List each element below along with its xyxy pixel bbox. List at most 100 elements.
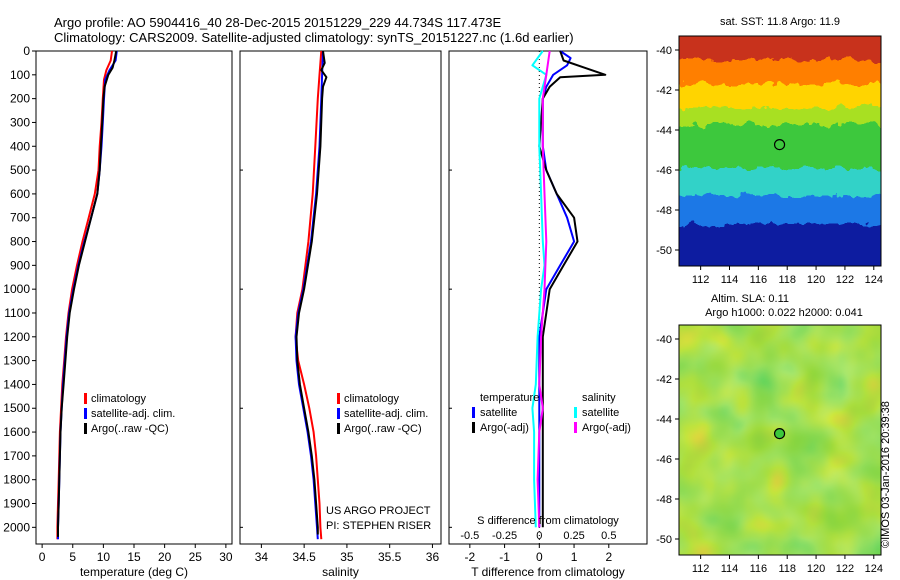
series-line-3 [536, 50, 551, 528]
x-tick-label: 114 [721, 563, 739, 575]
y-tick-label: -50 [656, 245, 672, 257]
x-tick-label: 118 [778, 563, 796, 575]
temperature-panel: 0100200300400500600700800900100011001200… [3, 44, 233, 579]
legend-swatch [84, 408, 87, 419]
y-tick-label: 1600 [3, 425, 30, 439]
x-tick-label: 122 [836, 563, 854, 575]
x-tick-label: 36 [426, 550, 440, 564]
x-tick-label: 112 [692, 563, 710, 575]
x-tick-label: 124 [865, 274, 883, 286]
project-label: US ARGO PROJECT [326, 505, 431, 517]
y-tick-label: 2000 [3, 520, 30, 534]
legend-swatch [472, 407, 475, 418]
float-position-marker [773, 139, 786, 151]
climatology-subtitle: Climatology: CARS2009. Satellite-adjuste… [54, 30, 574, 45]
float-position-marker [773, 428, 786, 440]
y-tick-label: 400 [10, 139, 30, 153]
legend-label: Argo(-adj) [582, 422, 631, 434]
pi-label: PI: STEPHEN RISER [326, 520, 431, 532]
x-tick-label: 35 [340, 550, 354, 564]
x-tick-label: 118 [778, 274, 796, 286]
legend-swatch [337, 408, 340, 419]
y-tick-label: 300 [10, 115, 30, 129]
x-axis-label: T difference from climatology [471, 565, 625, 579]
x-tick-label: 15 [127, 550, 141, 564]
y-tick-label: -44 [656, 414, 672, 426]
legend-swatch [84, 393, 87, 404]
legend-label: Argo(..raw -QC) [344, 423, 422, 435]
sst-map-frame [678, 35, 882, 267]
sla-map-subtitle: Argo h1000: 0.022 h2000: 0.041 [705, 307, 863, 319]
x-tick-label: 122 [836, 274, 854, 286]
x-tick-label: 116 [750, 274, 768, 286]
sla-map-image [679, 325, 881, 555]
x-axis-label: temperature (deg C) [80, 565, 188, 579]
x-tick-label: 0 [536, 550, 543, 564]
y-tick-label: 1800 [3, 473, 30, 487]
x-tick-label: 20 [158, 550, 172, 564]
legend-swatch [337, 393, 340, 404]
plot-frame [35, 50, 233, 545]
legend-swatch [337, 423, 340, 434]
s-tick-label: 0 [536, 530, 542, 542]
x-tick-label: 2 [605, 550, 612, 564]
y-tick-label: 1700 [3, 449, 30, 463]
copyright-stamp: ©IMOS 03-Jan-2016 20:39:38 [880, 401, 892, 548]
legend-swatch [574, 422, 577, 433]
legend-swatch [472, 422, 475, 433]
y-tick-label: -42 [656, 374, 672, 386]
x-tick-label: 116 [750, 563, 768, 575]
profile-title: Argo profile: AO 5904416_40 28-Dec-2015 … [54, 15, 502, 30]
y-tick-label: 100 [10, 68, 30, 82]
difference-panel: -2 -1 0 1 2T difference from climatology -0.5… [448, 50, 648, 579]
sst-map-image [679, 36, 881, 266]
x-tick-label: 112 [692, 274, 710, 286]
legend-label: Argo(-adj) [480, 422, 529, 434]
s-tick-label: -0.25 [492, 530, 517, 542]
legend-header-temperature: temperature [480, 392, 539, 404]
legend-label: satellite [480, 407, 517, 419]
plot-frame [448, 50, 648, 545]
y-tick-label: -44 [656, 125, 672, 137]
y-tick-label: 900 [10, 258, 30, 272]
sst-map-title: sat. SST: 11.8 Argo: 11.9 [720, 16, 840, 28]
x-tick-label: 120 [807, 563, 825, 575]
salinity-panel: 34 34.5 35 35.5 36 salinity climatology satelli… [239, 50, 442, 579]
x-tick-label: 120 [807, 274, 825, 286]
legend-label: Argo(..raw -QC) [91, 423, 169, 435]
sla-map-axes: 112 114 116 118 120 122 124 -40 -42 -44 -46 -48 -50 [656, 334, 883, 575]
legend-label: satellite [582, 407, 619, 419]
y-tick-label: -42 [656, 85, 672, 97]
y-tick-label: -40 [656, 45, 672, 57]
x-tick-label: 34.5 [292, 550, 316, 564]
legend-label: satellite-adj. clim. [344, 408, 428, 420]
sst-band-7 [679, 224, 881, 266]
y-tick-label: 1500 [3, 401, 30, 415]
x-axis-label: salinity [322, 565, 359, 579]
y-tick-label: 1900 [3, 497, 30, 511]
legend-label: satellite-adj. clim. [91, 408, 175, 420]
y-tick-label: 800 [10, 235, 30, 249]
x-tick-label: 35.5 [378, 550, 402, 564]
sst-map-axes: 112 114 116 118 120 122 124 -40 -42 -44 -46 -48 -50 [656, 45, 883, 286]
y-tick-label: -48 [656, 205, 672, 217]
y-tick-label: 1400 [3, 377, 30, 391]
y-tick-label: 1000 [3, 282, 30, 296]
s-tick-label: -0.5 [460, 530, 479, 542]
y-tick-label: 200 [10, 92, 30, 106]
y-tick-label: 600 [10, 187, 30, 201]
y-tick-label: 500 [10, 163, 30, 177]
sla-map-title: Altim. SLA: 0.11 [711, 293, 789, 305]
y-tick-label: 1300 [3, 354, 30, 368]
x-tick-label: 124 [865, 563, 883, 575]
y-tick-label: 700 [10, 211, 30, 225]
x-tick-label: 10 [97, 550, 111, 564]
x-tick-label: 114 [721, 274, 739, 286]
x-tick-label: -2 [465, 550, 476, 564]
series-line-2 [57, 50, 118, 537]
series-line-1 [538, 50, 607, 528]
legend-swatch [574, 407, 577, 418]
y-tick-label: -50 [656, 534, 672, 546]
sla-map-frame [678, 324, 882, 556]
